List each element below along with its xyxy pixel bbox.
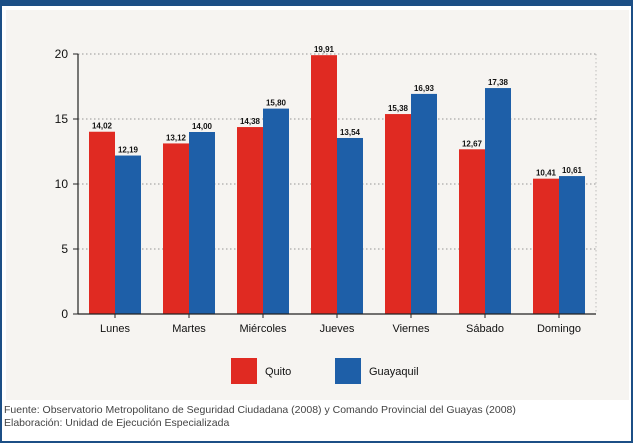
bar-guayaquil xyxy=(189,132,215,314)
data-label: 10,61 xyxy=(562,166,583,175)
y-tick-label: 10 xyxy=(55,177,69,191)
data-labels: 14,02 12,19 13,12 14,00 14,38 15,80 19,91 13,54… xyxy=(92,45,583,178)
bar-quito xyxy=(89,131,115,314)
bar-quito xyxy=(163,143,189,314)
x-tick-label: Lunes xyxy=(100,323,130,335)
bar-quito xyxy=(533,178,559,314)
bar-guayaquil xyxy=(559,176,585,314)
data-label: 13,12 xyxy=(166,133,187,142)
bar-guayaquil xyxy=(337,137,363,314)
axes: 0 5 10 15 20 Lunes Martes Miércoles Jueves Vierne… xyxy=(55,47,597,335)
credit-line: Elaboración: Unidad de Ejecución Especia… xyxy=(4,417,230,429)
bar-guayaquil xyxy=(411,93,437,314)
data-label: 15,80 xyxy=(266,99,287,108)
legend-label: Quito xyxy=(265,366,291,378)
y-tick-label: 0 xyxy=(61,307,68,321)
x-tick-label: Sábado xyxy=(466,323,504,335)
y-tick-label: 20 xyxy=(55,47,69,61)
bar-quito xyxy=(237,127,263,314)
bars xyxy=(89,55,585,315)
x-tick-label: Domingo xyxy=(537,323,581,335)
data-label: 19,91 xyxy=(314,45,335,54)
data-label: 14,00 xyxy=(192,122,213,131)
x-tick-label: Martes xyxy=(172,323,206,335)
bar-guayaquil xyxy=(263,108,289,314)
bar-guayaquil xyxy=(115,155,141,314)
x-tick-label: Viernes xyxy=(392,323,430,335)
legend-label: Guayaquil xyxy=(369,366,419,378)
legend-swatch-guayaquil xyxy=(335,358,361,384)
source-note: Fuente: Observatorio Metropolitano de Se… xyxy=(4,404,629,430)
x-tick-label: Miércoles xyxy=(239,323,287,335)
x-tick-label: Jueves xyxy=(320,323,355,335)
bar-quito xyxy=(459,149,485,314)
data-label: 17,38 xyxy=(488,78,509,87)
y-tick-label: 5 xyxy=(61,242,68,256)
bar-guayaquil xyxy=(485,88,511,314)
bar-quito xyxy=(385,114,411,314)
data-label: 12,67 xyxy=(462,139,483,148)
data-label: 14,38 xyxy=(240,117,261,126)
data-label: 12,19 xyxy=(118,146,139,155)
legend: Quito Guayaquil xyxy=(231,358,419,384)
data-label: 16,93 xyxy=(414,84,435,93)
y-tick-label: 15 xyxy=(55,112,69,126)
data-label: 15,38 xyxy=(388,104,409,113)
data-label: 13,54 xyxy=(340,128,361,137)
legend-swatch-quito xyxy=(231,358,257,384)
data-label: 14,02 xyxy=(92,122,113,131)
source-line: Fuente: Observatorio Metropolitano de Se… xyxy=(4,404,516,416)
data-label: 10,41 xyxy=(536,169,557,178)
bar-quito xyxy=(311,55,337,315)
